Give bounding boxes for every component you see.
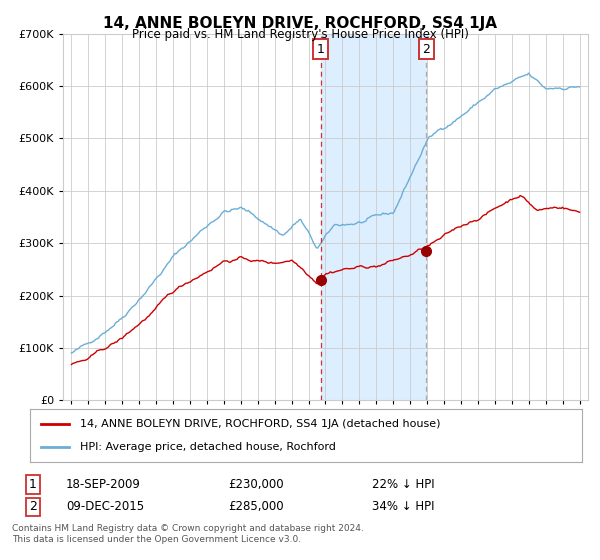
Bar xyxy=(321,34,426,400)
Text: £285,000: £285,000 xyxy=(228,500,284,514)
Text: 1: 1 xyxy=(29,478,37,491)
Text: £230,000: £230,000 xyxy=(228,478,284,491)
Text: 2: 2 xyxy=(422,43,430,56)
Text: 14, ANNE BOLEYN DRIVE, ROCHFORD, SS4 1JA: 14, ANNE BOLEYN DRIVE, ROCHFORD, SS4 1JA xyxy=(103,16,497,31)
Text: 22% ↓ HPI: 22% ↓ HPI xyxy=(372,478,434,491)
Text: 1: 1 xyxy=(317,43,325,56)
Text: 34% ↓ HPI: 34% ↓ HPI xyxy=(372,500,434,514)
Text: HPI: Average price, detached house, Rochford: HPI: Average price, detached house, Roch… xyxy=(80,442,335,452)
Text: Contains HM Land Registry data © Crown copyright and database right 2024.: Contains HM Land Registry data © Crown c… xyxy=(12,524,364,533)
Text: 14, ANNE BOLEYN DRIVE, ROCHFORD, SS4 1JA (detached house): 14, ANNE BOLEYN DRIVE, ROCHFORD, SS4 1JA… xyxy=(80,419,440,429)
Text: 09-DEC-2015: 09-DEC-2015 xyxy=(66,500,144,514)
Text: 18-SEP-2009: 18-SEP-2009 xyxy=(66,478,141,491)
Text: 2: 2 xyxy=(29,500,37,514)
Text: Price paid vs. HM Land Registry's House Price Index (HPI): Price paid vs. HM Land Registry's House … xyxy=(131,28,469,41)
Text: This data is licensed under the Open Government Licence v3.0.: This data is licensed under the Open Gov… xyxy=(12,535,301,544)
